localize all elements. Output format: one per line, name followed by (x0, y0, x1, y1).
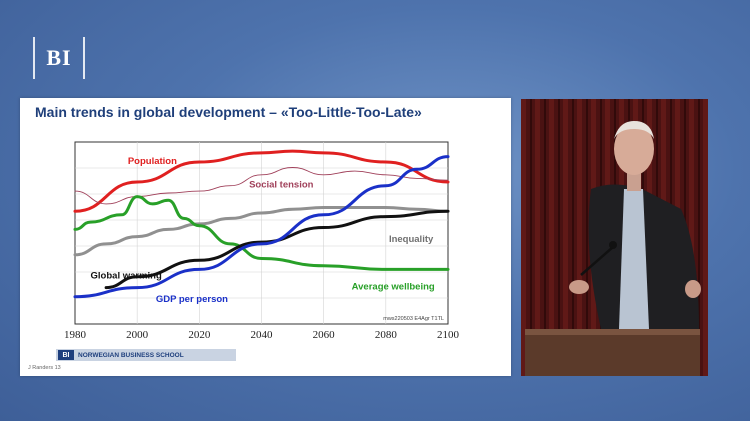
series-label-global-warming: Global warming (91, 271, 162, 282)
speaker-hair (614, 121, 654, 139)
series-label-average-wellbeing: Average wellbeing (352, 281, 435, 292)
lectern (525, 329, 700, 376)
series-line-gdp-per-person (73, 155, 450, 299)
presentation-slide: Main trends in global development – «Too… (20, 98, 511, 376)
x-tick-label: 1980 (64, 329, 87, 341)
series-line-inequality (73, 206, 450, 257)
series-line-global-warming (104, 209, 450, 290)
speaker-video (521, 99, 708, 376)
bi-logo: BI (33, 37, 85, 79)
x-tick-label: 2040 (251, 329, 274, 341)
series-label-social-tension: Social tension (249, 180, 314, 191)
x-tick-label: 2100 (437, 329, 460, 341)
slide-title: Main trends in global development – «Too… (35, 104, 422, 120)
x-tick-label: 2060 (313, 329, 336, 341)
x-tick-label: 2020 (188, 329, 211, 341)
bi-logo-text: BI (46, 45, 72, 70)
x-tick-label: 2000 (126, 329, 149, 341)
footer-school-name: NORWEGIAN BUSINESS SCHOOL (78, 351, 184, 359)
series-label-inequality: Inequality (389, 234, 434, 245)
microphone (580, 246, 614, 276)
trends-chart: Population Social tension Inequality Averag… (64, 141, 460, 341)
slide-credit: J Randers 13 (28, 365, 61, 371)
speaker-image (521, 99, 708, 376)
footer-bar: BI NORWEGIAN BUSINESS SCHOOL (56, 349, 236, 361)
x-tick-label: 2080 (375, 329, 398, 341)
series-line-population (73, 149, 450, 213)
footer-bi-logo: BI (58, 350, 74, 360)
series-label-population: Population (128, 156, 177, 167)
speaker-shirt (619, 189, 649, 329)
series-line-average-wellbeing (73, 195, 450, 271)
chart-code: mws220503 E4Agr T1TL (383, 316, 444, 322)
series-label-gdp-per-person: GDP per person (156, 294, 228, 305)
speaker-head (614, 123, 654, 175)
